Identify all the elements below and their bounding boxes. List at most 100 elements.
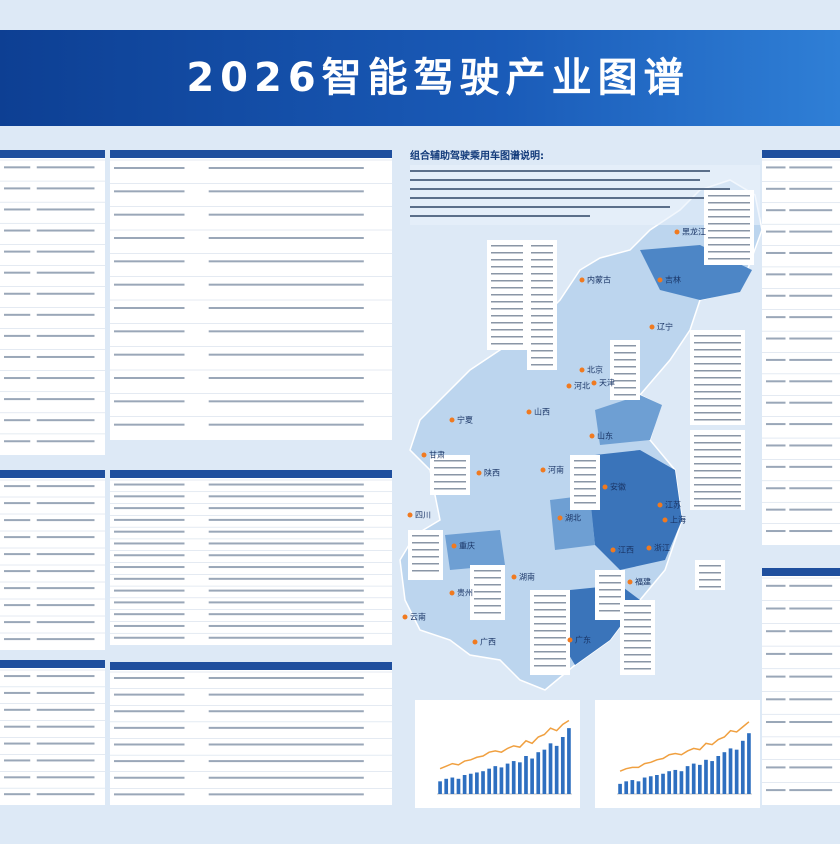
table-text <box>208 793 364 796</box>
callout-text <box>624 633 651 635</box>
callout-text <box>614 345 636 347</box>
table-header <box>0 660 105 668</box>
region-dark <box>445 530 505 570</box>
table-text <box>789 675 833 678</box>
table-text <box>4 292 31 295</box>
table-text <box>789 607 833 610</box>
table-text <box>114 566 185 569</box>
table-text <box>208 636 364 639</box>
table-text <box>208 190 364 193</box>
bar <box>511 761 516 794</box>
table-text <box>789 358 833 361</box>
table-text <box>766 508 786 511</box>
note-text <box>410 179 700 181</box>
province-label: 甘肃 <box>429 450 445 460</box>
table-text <box>4 250 31 253</box>
table-text <box>789 166 833 169</box>
table-text <box>36 691 95 694</box>
callout-text <box>624 612 651 614</box>
province-label: 广东 <box>575 635 591 645</box>
bar <box>450 777 455 794</box>
table-text <box>766 337 786 340</box>
callout-text <box>574 481 596 483</box>
province-label: 天津 <box>599 378 615 388</box>
callout-text <box>694 412 741 414</box>
callout-text <box>708 202 750 204</box>
province-dot <box>421 452 427 458</box>
table-text <box>766 607 786 610</box>
note-text <box>410 215 590 217</box>
table-text <box>4 334 31 337</box>
table-text <box>36 166 95 169</box>
callout-text <box>694 491 741 493</box>
table-text <box>208 624 364 627</box>
bar <box>618 783 622 794</box>
province-label: 吉林 <box>665 275 681 285</box>
line-series <box>619 721 750 772</box>
callout-text <box>699 579 721 581</box>
table-text <box>4 440 31 443</box>
bar <box>698 764 702 794</box>
callout-text <box>694 342 741 344</box>
table-text <box>36 440 95 443</box>
province-label: 山东 <box>597 431 613 441</box>
bar <box>661 773 665 794</box>
table-text <box>208 507 364 510</box>
callout-text <box>694 335 741 337</box>
callout-text <box>614 394 636 396</box>
province-label: 湖北 <box>565 514 581 523</box>
table-text <box>789 209 833 212</box>
bar <box>530 758 534 794</box>
table-text <box>114 710 185 713</box>
bar <box>493 766 498 794</box>
callout-text <box>708 244 750 246</box>
callout-text <box>412 563 439 565</box>
bar <box>438 781 442 794</box>
province-label: 内蒙古 <box>587 275 611 285</box>
province-dot <box>649 324 655 330</box>
table-header <box>110 470 392 478</box>
table-text <box>36 759 95 762</box>
chart-panel <box>415 700 580 808</box>
callout-text <box>574 502 596 504</box>
bar <box>468 773 473 794</box>
table-text <box>208 330 364 333</box>
callout-text <box>491 259 523 261</box>
table-text <box>4 271 31 274</box>
table-header <box>110 662 392 670</box>
table-text <box>789 630 833 633</box>
table-text <box>766 423 786 426</box>
table-text <box>4 208 31 211</box>
table-text <box>789 294 833 297</box>
table-text <box>208 542 364 545</box>
table-text <box>4 742 31 745</box>
table-text <box>114 400 185 403</box>
callout-text <box>694 349 741 351</box>
bar <box>536 752 541 794</box>
table-text <box>114 307 185 309</box>
table-text <box>208 589 364 592</box>
callout-text <box>694 377 741 379</box>
callout-text <box>531 343 553 345</box>
table-text <box>114 190 185 193</box>
note-text <box>410 170 710 172</box>
callout-text <box>434 481 466 483</box>
callout-text <box>474 598 501 600</box>
province-dot <box>591 380 597 386</box>
bar <box>673 769 678 794</box>
table-text <box>36 502 95 505</box>
province-dot <box>476 470 482 476</box>
province-dot <box>526 409 532 415</box>
table-text <box>36 292 95 295</box>
table-text <box>4 793 31 796</box>
callout-text <box>694 356 741 358</box>
province-label: 陕西 <box>484 468 500 478</box>
table-text <box>4 398 31 401</box>
table-text <box>766 401 786 404</box>
callout-text <box>708 195 750 197</box>
table-text <box>4 519 31 522</box>
table-text <box>766 487 786 490</box>
callout-box <box>527 240 557 370</box>
bar <box>710 761 714 794</box>
note-text <box>410 197 740 199</box>
